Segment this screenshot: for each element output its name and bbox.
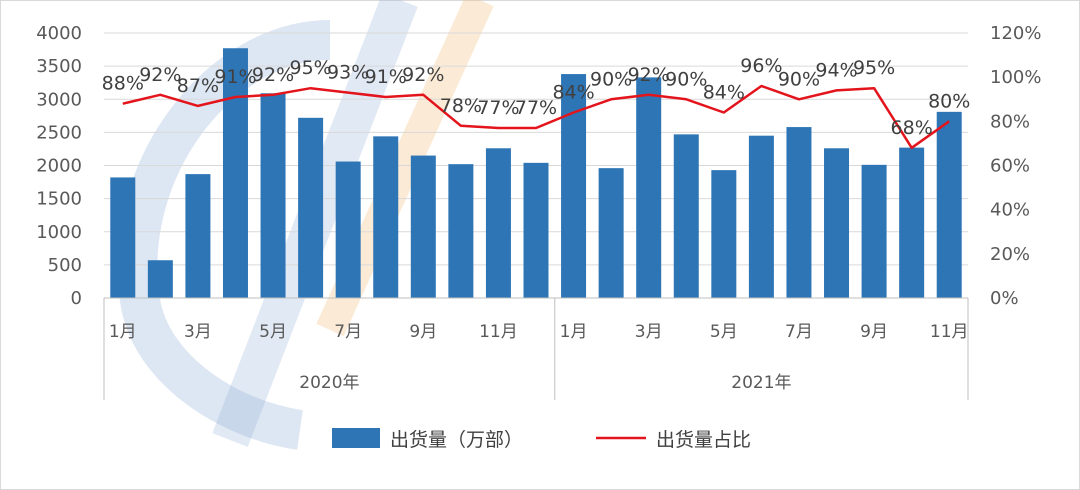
y-left-tick: 1500 [36, 189, 82, 210]
bar-series [110, 48, 962, 299]
data-label: 90% [665, 68, 707, 90]
data-label: 92% [139, 64, 181, 86]
x-tick-label: 11月 [479, 322, 518, 342]
y-right-tick: 20% [990, 244, 1030, 265]
data-label: 92% [628, 64, 670, 86]
data-label: 77% [477, 97, 519, 119]
data-label: 95% [289, 57, 331, 79]
x-tick-label: 9月 [860, 322, 888, 342]
bar [899, 147, 925, 298]
y-left-tick: 2000 [36, 156, 82, 177]
data-label: 87% [177, 75, 219, 97]
bar [824, 148, 850, 298]
data-label: 94% [815, 59, 857, 81]
legend-line-label: 出货量占比 [656, 429, 751, 451]
bar [335, 161, 361, 298]
x-tick-label: 5月 [259, 322, 287, 342]
y-right-tick: 120% [990, 23, 1041, 44]
x-tick-label: 9月 [409, 322, 437, 342]
data-label: 92% [402, 64, 444, 86]
x-tick-label: 3月 [184, 322, 212, 342]
y-right-tick: 80% [990, 111, 1030, 132]
bar [485, 148, 511, 298]
y-left-tick: 0 [71, 288, 82, 309]
data-label: 91% [365, 66, 407, 88]
line-path [122, 84, 950, 150]
bar [147, 260, 173, 298]
legend-bar-swatch [332, 428, 380, 448]
bar [222, 48, 248, 298]
data-label: 80% [928, 90, 970, 112]
bar [185, 174, 211, 298]
data-label: 77% [515, 97, 557, 119]
bar [373, 136, 399, 298]
data-label: 84% [552, 82, 594, 104]
x-tick-label: 1月 [109, 322, 137, 342]
year-group-label: 2021年 [731, 373, 791, 393]
y-left-tick: 4000 [36, 23, 82, 44]
bar [636, 77, 662, 298]
bar [561, 74, 587, 298]
y-left-tick: 3000 [36, 89, 82, 110]
y-left-tick: 500 [48, 255, 82, 276]
y-left-tick: 1000 [36, 222, 82, 243]
y-left-tick: 2500 [36, 122, 82, 143]
bar [711, 170, 737, 298]
y-axis-right: 0% 20% 40% 60% 80% 100% 120% [990, 23, 1041, 309]
data-label: 78% [440, 95, 482, 117]
y-right-tick: 0% [990, 288, 1019, 309]
legend-bar-label: 出货量（万部） [390, 429, 523, 451]
bar [298, 117, 324, 298]
bar [260, 93, 286, 298]
legend: 出货量（万部） 出货量占比 [332, 428, 751, 451]
y-right-tick: 100% [990, 67, 1041, 88]
y-left-tick: 3500 [36, 56, 82, 77]
data-label: 84% [703, 82, 745, 104]
x-tick-label: 7月 [785, 322, 813, 342]
data-label: 90% [590, 68, 632, 90]
bar [598, 168, 624, 298]
year-group-label: 2020年 [299, 373, 359, 393]
data-label: 90% [778, 68, 820, 90]
bar [861, 164, 887, 298]
data-label: 93% [327, 62, 369, 84]
data-label: 91% [214, 66, 256, 88]
y-right-tick: 40% [990, 200, 1030, 221]
bar [748, 135, 774, 298]
data-label: 96% [740, 55, 782, 77]
x-tick-label: 7月 [334, 322, 362, 342]
bar [673, 134, 699, 298]
bar [936, 111, 962, 299]
bar [110, 177, 136, 298]
data-labels: 88%92%87%91%92%95%93%91%92%78%77%77%84%9… [102, 55, 971, 139]
data-label: 88% [102, 73, 144, 95]
x-tick-label: 5月 [710, 322, 738, 342]
x-axis: 1月 3月 5月 7月 9月 11月 1月 3月 5月 7月 9月 11月 2020年 2021年 [103, 297, 969, 400]
data-label: 95% [853, 57, 895, 79]
x-tick-label: 1月 [560, 322, 588, 342]
y-right-tick: 60% [990, 156, 1030, 177]
bar [523, 162, 549, 298]
data-label: 92% [252, 64, 294, 86]
data-label: 68% [891, 117, 933, 139]
x-tick-label: 11月 [930, 322, 969, 342]
bar [786, 127, 812, 298]
bar [410, 155, 436, 298]
line-series [122, 84, 950, 150]
y-axis-left: 0 500 1000 1500 2000 2500 3000 3500 4000 [36, 23, 82, 309]
x-tick-label: 3月 [635, 322, 663, 342]
bar [448, 164, 474, 298]
